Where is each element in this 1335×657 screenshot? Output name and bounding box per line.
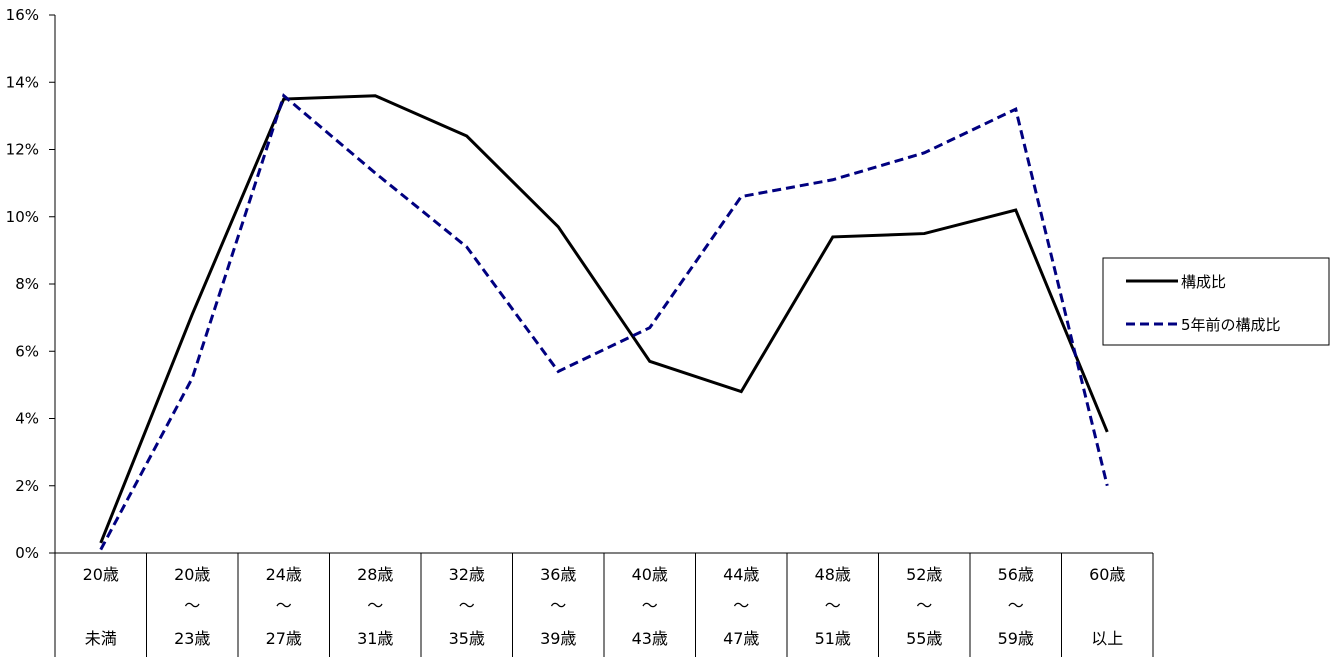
x-category-label: 35歳 bbox=[449, 629, 485, 648]
y-tick-label: 2% bbox=[15, 477, 39, 495]
y-tick-label: 8% bbox=[15, 275, 39, 293]
x-category-label: ～ bbox=[550, 596, 566, 615]
x-category-label: 32歳 bbox=[449, 565, 485, 584]
x-category-label: 44歳 bbox=[723, 565, 759, 584]
y-tick-label: 14% bbox=[6, 73, 39, 91]
x-category-label: ～ bbox=[184, 596, 200, 615]
x-category-label: ～ bbox=[459, 596, 475, 615]
y-tick-label: 4% bbox=[15, 410, 39, 428]
x-category-label: 28歳 bbox=[357, 565, 393, 584]
legend-label: 5年前の構成比 bbox=[1181, 316, 1281, 334]
y-tick-label: 16% bbox=[6, 6, 39, 24]
x-category-label: 52歳 bbox=[906, 565, 942, 584]
x-category-label: 40歳 bbox=[632, 565, 668, 584]
y-tick-label: 6% bbox=[15, 342, 39, 360]
legend: 構成比 5年前の構成比 bbox=[1102, 257, 1330, 346]
y-tick-label: 0% bbox=[15, 544, 39, 562]
y-tick-label: 10% bbox=[6, 208, 39, 226]
x-category-label: 20歳 bbox=[83, 565, 119, 584]
x-category-label: 43歳 bbox=[632, 629, 668, 648]
x-category-label: ～ bbox=[733, 596, 749, 615]
x-category-label: 47歳 bbox=[723, 629, 759, 648]
x-category-label: 59歳 bbox=[998, 629, 1034, 648]
x-category-label: 20歳 bbox=[174, 565, 210, 584]
x-category-label: 56歳 bbox=[998, 565, 1034, 584]
x-category-label: ～ bbox=[1008, 596, 1024, 615]
x-category-label: 23歳 bbox=[174, 629, 210, 648]
x-category-label: 以上 bbox=[1091, 629, 1123, 648]
x-category-label: ～ bbox=[276, 596, 292, 615]
x-category-label: 24歳 bbox=[266, 565, 302, 584]
series-line-previous bbox=[99, 93, 1109, 551]
x-category-label: 36歳 bbox=[540, 565, 576, 584]
x-category-label: 31歳 bbox=[357, 629, 393, 648]
plot-area bbox=[99, 93, 1109, 551]
x-category-label: 未満 bbox=[85, 629, 117, 648]
y-tick-label: 12% bbox=[6, 141, 39, 159]
x-category-label: 55歳 bbox=[906, 629, 942, 648]
x-category-label: ～ bbox=[916, 596, 932, 615]
x-category-label: 51歳 bbox=[815, 629, 851, 648]
x-category-label: ～ bbox=[642, 596, 658, 615]
x-category-label: 48歳 bbox=[815, 565, 851, 584]
x-category-label: 39歳 bbox=[540, 629, 576, 648]
x-category-label: ～ bbox=[367, 596, 383, 615]
legend-label: 構成比 bbox=[1181, 273, 1226, 291]
series-line-current bbox=[99, 94, 1109, 544]
x-category-label: 60歳 bbox=[1089, 565, 1125, 584]
x-category-label: 27歳 bbox=[266, 629, 302, 648]
x-category-label: ～ bbox=[825, 596, 841, 615]
y-axis: 0% 2% 4% 6% 8% 10% 12% 14% 16% bbox=[6, 6, 56, 562]
legend-box bbox=[1102, 257, 1330, 346]
